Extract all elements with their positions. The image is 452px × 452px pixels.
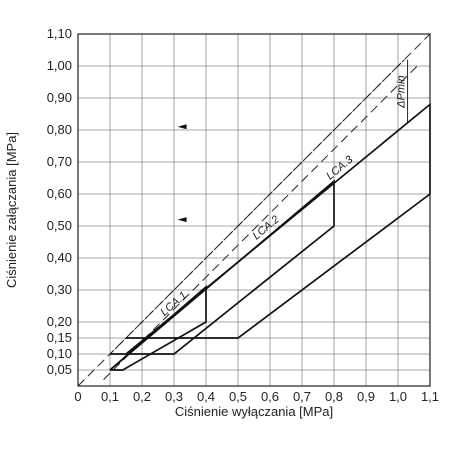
reference-line-1 — [109, 59, 405, 355]
reference-line-2 — [103, 65, 418, 380]
y-tick-label-8: 0,70 — [47, 154, 72, 169]
x-tick-label-0: 0 — [74, 389, 81, 404]
plot-frame — [77, 33, 431, 387]
y-tick-label-0: 0,05 — [47, 362, 72, 377]
y-tick-label-9: 0,80 — [47, 122, 72, 137]
annotation-0: ΔPmin — [396, 75, 408, 108]
y-tick-label-12: 1,10 — [47, 26, 72, 41]
x-tick-label-8: 0,8 — [325, 389, 343, 404]
x-tick-label-7: 0,7 — [293, 389, 311, 404]
x-tick-label-11: 1,1 — [421, 389, 439, 404]
y-tick-label-10: 0,90 — [47, 90, 72, 105]
y-tick-label-1: 0,10 — [47, 346, 72, 361]
y-tick-label-4: 0,30 — [47, 282, 72, 297]
x-tick-label-2: 0,2 — [133, 389, 151, 404]
y-tick-label-2: 0,15 — [47, 330, 72, 345]
reference-line-0 — [77, 33, 431, 387]
arrow-mark-1 — [177, 217, 187, 223]
x-tick-label-3: 0,3 — [165, 389, 183, 404]
y-tick-label-6: 0,50 — [47, 218, 72, 233]
x-tick-label-6: 0,6 — [261, 389, 279, 404]
annotations: ΔPmin — [396, 75, 408, 108]
y-tick-label-7: 0,60 — [47, 186, 72, 201]
x-tick-label-10: 1,0 — [389, 389, 407, 404]
y-axis-label: Ciśnienie załączania [MPa] — [4, 132, 19, 288]
y-tick-label-3: 0,20 — [47, 314, 72, 329]
x-tick-labels: 0 0,1 0,2 0,3 0,4 0,5 0,6 0,7 0,8 0,9 1,0 1,1 — [74, 389, 439, 404]
x-axis-label: Ciśnienie wyłączania [MPa] — [175, 404, 333, 419]
x-tick-label-4: 0,4 — [197, 389, 215, 404]
annotation-marks — [177, 59, 409, 223]
reference-lines — [77, 33, 431, 387]
series-line-lca-3 — [125, 102, 431, 355]
x-tick-label-1: 0,1 — [101, 389, 119, 404]
y-tick-label-5: 0,40 — [47, 250, 72, 265]
x-tick-label-9: 0,9 — [357, 389, 375, 404]
y-tick-labels: 0,050,100,150,20 0,30 0,40 0,50 0,60 0,70 0,80… — [47, 26, 72, 377]
arrow-mark-0 — [177, 124, 187, 130]
x-tick-label-5: 0,5 — [229, 389, 247, 404]
y-tick-label-11: 1,00 — [47, 58, 72, 73]
